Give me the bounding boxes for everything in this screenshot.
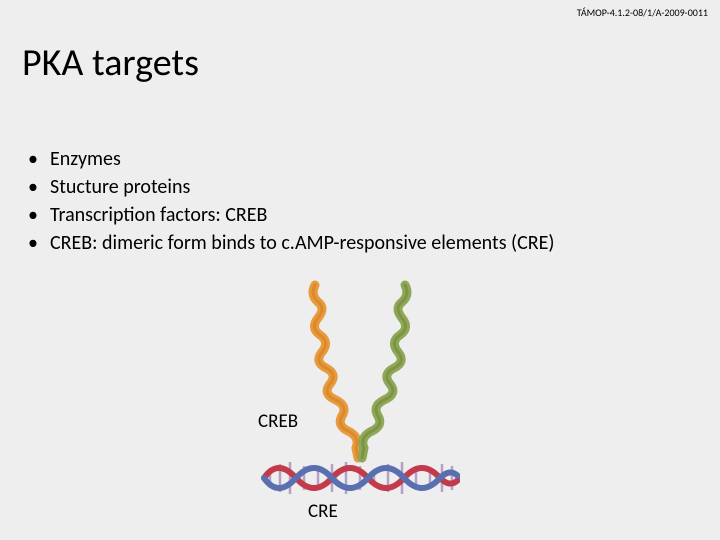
creb-helix-right bbox=[362, 285, 407, 458]
list-item: CREB: dimeric form binds to c.AMP-respon… bbox=[24, 229, 554, 257]
list-item: Enzymes bbox=[24, 145, 554, 173]
header-code: TÁMOP-4.1.2-08/1/A-2009-0011 bbox=[577, 6, 708, 19]
list-item: Transcription factors: CREB bbox=[24, 201, 554, 229]
page-title: PKA targets bbox=[22, 40, 199, 86]
creb-dna-diagram bbox=[260, 280, 460, 530]
bullet-list: Enzymes Stucture proteins Transcription … bbox=[24, 145, 554, 257]
dna-helix bbox=[264, 462, 458, 494]
list-item: Stucture proteins bbox=[24, 173, 554, 201]
creb-helix-left bbox=[313, 285, 358, 458]
label-creb: CREB bbox=[258, 410, 298, 433]
label-cre: CRE bbox=[308, 500, 338, 523]
